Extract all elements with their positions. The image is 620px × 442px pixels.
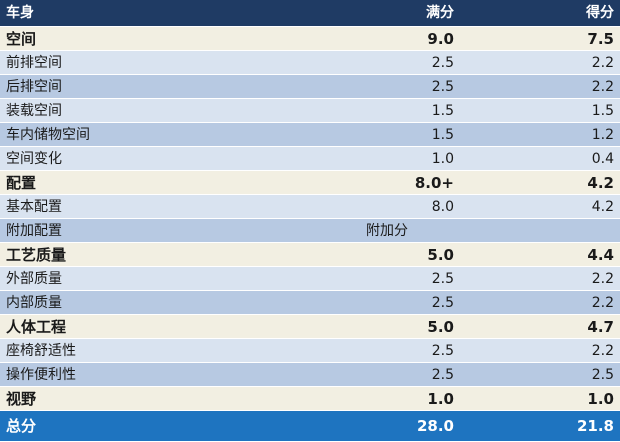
item-name: 车内储物空间 bbox=[0, 122, 360, 147]
item-row: 装载空间 1.5 1.5 bbox=[0, 98, 620, 123]
full-score-cell: 1.0 bbox=[360, 146, 460, 171]
item-name: 基本配置 bbox=[0, 194, 360, 219]
section-row: 视野 1.0 1.0 bbox=[0, 386, 620, 411]
item-row: 操作便利性 2.5 2.5 bbox=[0, 362, 620, 387]
item-name: 前排空间 bbox=[0, 50, 360, 75]
item-name: 装载空间 bbox=[0, 98, 360, 123]
total-score: 21.8 bbox=[460, 410, 620, 442]
item-name: 外部质量 bbox=[0, 266, 360, 291]
full-score-cell: 5.0 bbox=[360, 314, 460, 339]
section-name: 工艺质量 bbox=[0, 242, 360, 267]
score-cell: 2.2 bbox=[460, 50, 620, 75]
item-row: 车内储物空间 1.5 1.2 bbox=[0, 122, 620, 147]
total-full-score: 28.0 bbox=[360, 410, 460, 442]
section-name: 人体工程 bbox=[0, 314, 360, 339]
section-row: 人体工程 5.0 4.7 bbox=[0, 314, 620, 339]
score-cell: 2.2 bbox=[460, 338, 620, 363]
item-name: 后排空间 bbox=[0, 74, 360, 99]
full-score-cell: 9.0 bbox=[360, 26, 460, 51]
score-cell: 4.7 bbox=[460, 314, 620, 339]
item-name: 内部质量 bbox=[0, 290, 360, 315]
full-score-cell: 2.5 bbox=[360, 50, 460, 75]
score-cell: 7.5 bbox=[460, 26, 620, 51]
score-cell: 1.2 bbox=[460, 122, 620, 147]
item-row: 空间变化 1.0 0.4 bbox=[0, 146, 620, 171]
full-score-cell: 5.0 bbox=[360, 242, 460, 267]
score-cell: 1.5 bbox=[460, 98, 620, 123]
score-cell: 2.2 bbox=[460, 74, 620, 99]
section-row: 空间 9.0 7.5 bbox=[0, 26, 620, 51]
score-cell: 2.2 bbox=[460, 266, 620, 291]
score-cell: 2.5 bbox=[460, 362, 620, 387]
score-cell: 2.2 bbox=[460, 290, 620, 315]
full-score-cell: 附加分 bbox=[360, 218, 460, 243]
table-body: 空间 9.0 7.5 前排空间 2.5 2.2 后排空间 2.5 2.2 装载空间 1.5 1.5 车内… bbox=[0, 26, 620, 411]
full-score-cell: 2.5 bbox=[360, 338, 460, 363]
full-score-cell: 1.5 bbox=[360, 98, 460, 123]
item-name: 座椅舒适性 bbox=[0, 338, 360, 363]
item-row: 前排空间 2.5 2.2 bbox=[0, 50, 620, 75]
full-score-cell: 1.5 bbox=[360, 122, 460, 147]
item-row: 基本配置 8.0 4.2 bbox=[0, 194, 620, 219]
full-score-cell: 2.5 bbox=[360, 74, 460, 99]
section-row: 工艺质量 5.0 4.4 bbox=[0, 242, 620, 267]
section-row: 配置 8.0+ 4.2 bbox=[0, 170, 620, 195]
score-cell: 4.2 bbox=[460, 194, 620, 219]
score-cell: 1.0 bbox=[460, 386, 620, 411]
header-full-score: 满分 bbox=[360, 0, 460, 27]
total-label: 总分 bbox=[0, 410, 360, 442]
score-cell bbox=[460, 218, 620, 243]
section-name: 视野 bbox=[0, 386, 360, 411]
item-row: 内部质量 2.5 2.2 bbox=[0, 290, 620, 315]
item-name: 操作便利性 bbox=[0, 362, 360, 387]
score-cell: 4.2 bbox=[460, 170, 620, 195]
item-name: 附加配置 bbox=[0, 218, 360, 243]
section-name: 配置 bbox=[0, 170, 360, 195]
item-row: 座椅舒适性 2.5 2.2 bbox=[0, 338, 620, 363]
score-cell: 0.4 bbox=[460, 146, 620, 171]
full-score-cell: 2.5 bbox=[360, 362, 460, 387]
header-category: 车身 bbox=[0, 0, 360, 27]
full-score-cell: 1.0 bbox=[360, 386, 460, 411]
total-row: 总分 28.0 21.8 bbox=[0, 410, 620, 442]
table-header-row: 车身 满分 得分 bbox=[0, 0, 620, 27]
item-name: 空间变化 bbox=[0, 146, 360, 171]
section-name: 空间 bbox=[0, 26, 360, 51]
item-row: 外部质量 2.5 2.2 bbox=[0, 266, 620, 291]
item-row: 后排空间 2.5 2.2 bbox=[0, 74, 620, 99]
item-row: 附加配置 附加分 bbox=[0, 218, 620, 243]
header-score: 得分 bbox=[460, 0, 620, 27]
full-score-cell: 8.0 bbox=[360, 194, 460, 219]
full-score-cell: 2.5 bbox=[360, 290, 460, 315]
full-score-cell: 2.5 bbox=[360, 266, 460, 291]
score-cell: 4.4 bbox=[460, 242, 620, 267]
full-score-cell: 8.0+ bbox=[360, 170, 460, 195]
